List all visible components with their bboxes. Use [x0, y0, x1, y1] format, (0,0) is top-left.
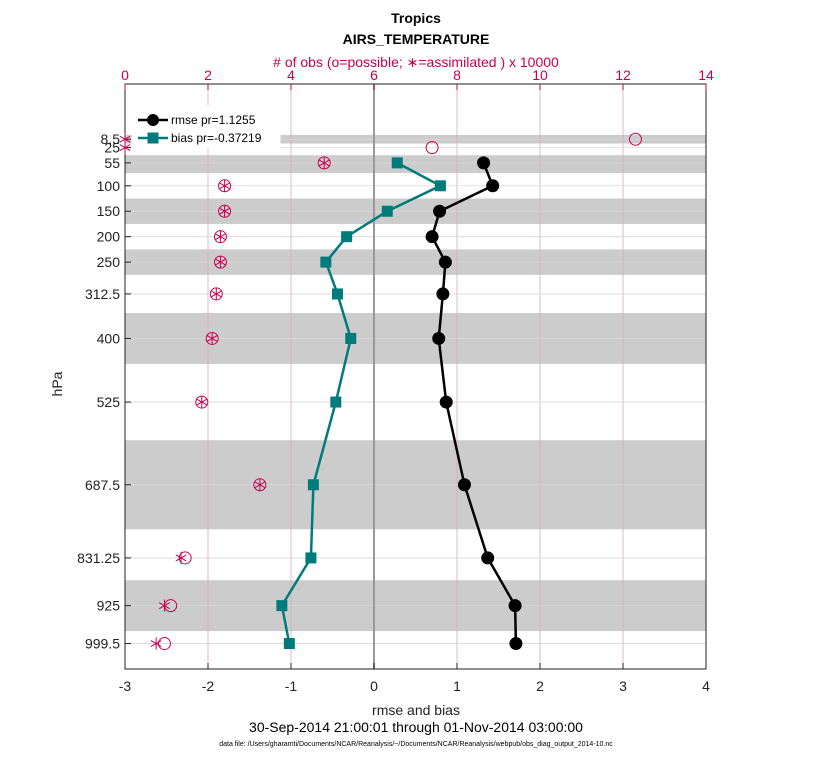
chart-title: Tropics — [391, 10, 441, 26]
series-line-1 — [280, 161, 444, 644]
y-axis-label: hPa — [49, 371, 65, 396]
top-tick-label-4: 8 — [453, 67, 461, 83]
legend: rmse pr=1.1255 bias pr=-0.37219 — [131, 105, 281, 149]
date-range-label: 30-Sep-2014 21:00:01 through 01-Nov-2014… — [249, 719, 583, 735]
obs-assimilated-point-3 — [219, 179, 231, 192]
top-tick-label-1: 2 — [204, 67, 212, 83]
series-0-point-2 — [433, 204, 447, 218]
obs-assimilated-point-8 — [206, 332, 218, 345]
y-tick-label-0: 8.5 — [101, 131, 121, 147]
obs-possible-point-11 — [178, 551, 192, 565]
y-tick-label-9: 525 — [97, 394, 121, 410]
series-line-0 — [430, 162, 518, 644]
x-tick-label-5: 2 — [536, 678, 544, 694]
series-1-point-9 — [305, 552, 317, 564]
y-tick-label-13: 999.5 — [85, 636, 120, 652]
chart-subtitle: AIRS_TEMPERATURE — [343, 31, 490, 47]
obs-assimilated-point-5 — [215, 230, 226, 243]
x-tick-label-0: -3 — [119, 678, 132, 694]
x-axis-label: rmse and bias — [372, 702, 460, 718]
series-1-point-11 — [283, 638, 295, 650]
series-1-point-6 — [345, 332, 357, 344]
y-tick-label-6: 250 — [97, 254, 121, 270]
series-0-point-8 — [457, 478, 471, 492]
shaded-band-1 — [125, 155, 706, 174]
obs-possible-point-1 — [425, 141, 439, 155]
y-tick-label-4: 150 — [97, 203, 121, 219]
top-tick-label-7: 14 — [698, 67, 714, 83]
series-1-point-0 — [391, 157, 403, 169]
y-tick-label-3: 100 — [97, 178, 121, 194]
series-0-point-6 — [432, 331, 446, 345]
series-0-point-9 — [481, 551, 495, 565]
obs-assimilated-point-1 — [119, 141, 131, 154]
top-tick-label-0: 0 — [121, 67, 129, 83]
x-tick-label-4: 1 — [453, 678, 461, 694]
plot-area: -3 -2 -1 0 1 2 3 40 2 4 6 8 10 12 148.5255510015020025… — [77, 67, 714, 694]
x-tick-label-3: 0 — [370, 678, 378, 694]
y-tick-label-7: 312.5 — [85, 286, 120, 302]
series-0-point-1 — [486, 179, 500, 193]
legend-bias-label: bias pr=-0.37219 — [171, 131, 262, 145]
series-0-point-4 — [438, 255, 452, 269]
obs-assimilated-point-4 — [219, 205, 231, 218]
y-tick-label-5: 200 — [97, 229, 121, 245]
x-tick-label-2: -1 — [285, 678, 298, 694]
series-1-point-5 — [331, 288, 343, 300]
obs-assimilated-point-9 — [196, 396, 208, 409]
y-tick-label-11: 831.25 — [77, 550, 120, 566]
x-tick-label-7: 4 — [702, 678, 710, 694]
series-1-point-1 — [434, 180, 446, 192]
series-1-point-8 — [307, 479, 319, 491]
series-0-point-0 — [477, 156, 491, 170]
top-tick-label-5: 10 — [532, 67, 548, 83]
series-1-point-7 — [330, 396, 342, 408]
top-tick-label-6: 12 — [615, 67, 631, 83]
legend-rmse-label: rmse pr=1.1255 — [171, 113, 256, 127]
obs-assimilated-point-10 — [254, 478, 266, 491]
obs-assimilated-point-7 — [210, 287, 222, 300]
y-tick-label-12: 925 — [97, 598, 121, 614]
series-1-point-4 — [320, 256, 332, 268]
obs-assimilated-point-6 — [215, 256, 226, 269]
top-tick-label-2: 4 — [287, 67, 295, 83]
plot-frame — [124, 83, 707, 670]
series-0-point-3 — [425, 230, 439, 244]
y-tick-label-1: 25 — [104, 140, 120, 156]
obs-assimilated-point-11 — [175, 551, 187, 564]
series-0-point-7 — [439, 395, 453, 409]
y-tick-label-8: 400 — [97, 330, 121, 346]
y-tick-label-2: 55 — [104, 155, 120, 171]
series-1-point-10 — [276, 600, 288, 612]
x-tick-label-1: -2 — [202, 678, 215, 694]
series-1-point-2 — [381, 205, 393, 217]
series-1-point-3 — [341, 231, 353, 243]
obs-assimilated-point-12 — [158, 599, 170, 612]
series-0-point-11 — [509, 637, 523, 651]
data-file-label: data file: /Users/gharamti/Documents/NCA… — [219, 741, 613, 748]
obs-assimilated-point-2 — [318, 156, 330, 169]
plot-background — [125, 84, 706, 669]
obs-possible-point-13 — [157, 637, 171, 651]
y-tick-label-10: 687.5 — [85, 477, 120, 493]
obs-possible-point-0 — [628, 132, 642, 146]
x-tick-label-6: 3 — [619, 678, 627, 694]
series-0-point-10 — [508, 599, 522, 613]
legend-rmse-marker — [147, 114, 159, 126]
legend-bias-marker — [147, 132, 159, 144]
top-axis-label: # of obs (o=possible; ∗=assimilated ) x … — [273, 54, 559, 70]
top-tick-label-3: 6 — [370, 67, 378, 83]
obs-assimilated-point-13 — [150, 637, 162, 650]
series-0-point-5 — [436, 287, 450, 301]
